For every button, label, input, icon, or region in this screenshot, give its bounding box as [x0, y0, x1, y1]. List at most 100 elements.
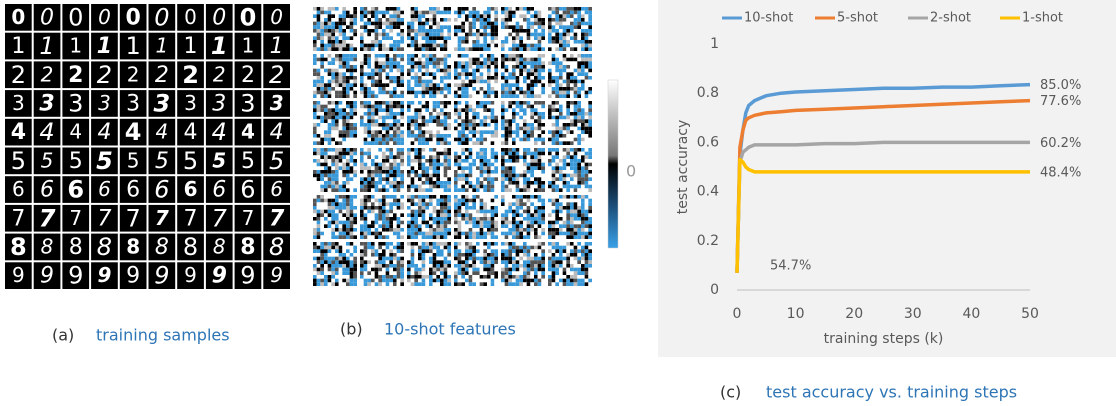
feature-pixel [469, 83, 473, 87]
feature-pixel [548, 76, 552, 80]
feature-pixel [328, 116, 332, 120]
feature-pixel [436, 58, 440, 62]
feature-pixel [371, 174, 375, 178]
feature-pixel [541, 105, 545, 109]
feature-pixel [371, 123, 375, 127]
feature-pixel [382, 228, 386, 232]
feature-pixel [585, 228, 589, 232]
feature-pixel [563, 105, 567, 109]
sample-digit: 3 [270, 91, 284, 115]
feature-pixel [320, 119, 324, 123]
feature-pixel [407, 181, 411, 185]
feature-pixel [367, 152, 371, 156]
feature-pixel [548, 7, 552, 11]
feature-pixel [397, 232, 401, 236]
feature-pixel [328, 44, 332, 48]
feature-pixel [491, 58, 495, 62]
feature-pixel [577, 155, 581, 159]
feature-pixel [465, 188, 469, 192]
feature-pixel [393, 206, 397, 210]
feature-pixel [530, 159, 534, 163]
feature-pixel [397, 61, 401, 65]
feature-pixel [360, 105, 364, 109]
feature-pixel [339, 72, 343, 76]
feature-pixel [389, 213, 393, 217]
feature-pixel [313, 264, 317, 268]
feature-pixel [324, 155, 328, 159]
feature-pixel [505, 94, 509, 98]
feature-pixel [378, 138, 382, 142]
feature-pixel [447, 54, 451, 58]
sample-digit: 5 [212, 148, 226, 172]
feature-pixel [541, 112, 545, 116]
feature-pixel [440, 83, 444, 87]
feature-pixel [440, 199, 444, 203]
feature-pixel [411, 159, 415, 163]
feature-pixel [538, 141, 542, 145]
feature-pixel [512, 22, 516, 26]
feature-pixel [397, 174, 401, 178]
feature-pixel [382, 108, 386, 112]
feature-pixel [512, 33, 516, 37]
feature-pixel [563, 7, 567, 11]
feature-pixel [317, 199, 321, 203]
feature-pixel [476, 148, 480, 152]
feature-pixel [320, 174, 324, 178]
feature-pixel [563, 72, 567, 76]
feature-pixel [527, 29, 531, 33]
feature-pixel [512, 36, 516, 40]
feature-pixel [328, 202, 332, 206]
feature-pixel [411, 141, 415, 145]
feature-pixel [581, 11, 585, 15]
feature-pixel [541, 170, 545, 174]
feature-pixel [530, 116, 534, 120]
feature-pixel [444, 228, 448, 232]
feature-pixel [505, 11, 509, 15]
feature-pixel [414, 119, 418, 123]
feature-pixel [487, 249, 491, 253]
feature-pixel [447, 246, 451, 250]
feature-pixel [313, 228, 317, 232]
feature-pixel [389, 195, 393, 199]
feature-pixel [577, 58, 581, 62]
feature-pixel [418, 33, 422, 37]
feature-pixel [487, 7, 491, 11]
feature-pixel [458, 54, 462, 58]
feature-pixel [444, 134, 448, 138]
feature-pixel [386, 268, 390, 272]
feature-pixel [574, 108, 578, 112]
feature-pixel [331, 148, 335, 152]
feature-pixel [342, 91, 346, 95]
feature-pixel [350, 221, 354, 225]
feature-pixel [414, 44, 418, 48]
feature-pixel [494, 152, 498, 156]
feature-pixel [339, 246, 343, 250]
feature-pixel [483, 69, 487, 73]
feature-pixel [328, 199, 332, 203]
feature-pixel [552, 174, 556, 178]
feature-pixel [335, 25, 339, 29]
feature-pixel [559, 40, 563, 44]
feature-pixel [382, 91, 386, 95]
feature-pixel [447, 40, 451, 44]
feature-pixel [566, 65, 570, 69]
feature-pixel [555, 36, 559, 40]
feature-pixel [440, 155, 444, 159]
feature-pixel [523, 224, 527, 228]
feature-pixel [585, 33, 589, 37]
feature-pixel [436, 253, 440, 257]
feature-pixel [469, 44, 473, 48]
feature-pixel [523, 76, 527, 80]
feature-pixel [494, 65, 498, 69]
feature-pixel [429, 69, 433, 73]
feature-pixel [346, 112, 350, 116]
feature-pixel [512, 112, 516, 116]
feature-pixel [472, 210, 476, 214]
feature-pixel [422, 127, 426, 131]
feature-pixel [516, 123, 520, 127]
feature-pixel [317, 202, 321, 206]
feature-pixel [422, 76, 426, 80]
feature-pixel [570, 127, 574, 131]
feature-pixel [458, 108, 462, 112]
feature-pixel [350, 141, 354, 145]
